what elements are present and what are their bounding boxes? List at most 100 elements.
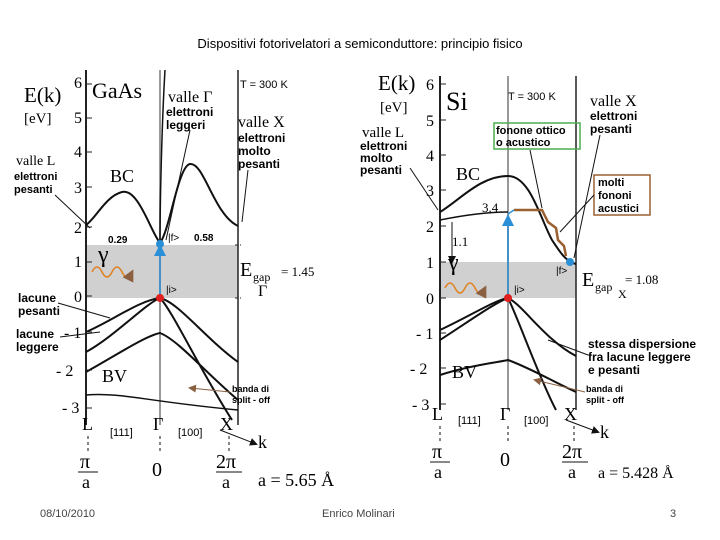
si-l-valley-line: pesanti xyxy=(360,163,402,177)
si-initial-state xyxy=(504,294,512,302)
gaas-kaxis-left: π xyxy=(80,451,90,473)
gaas-material-label: GaAs xyxy=(92,78,142,103)
gaas-kaxis-right: a xyxy=(222,472,230,492)
gaas-ytick: 4 xyxy=(74,144,82,161)
si-kaxis-zero: 0 xyxy=(500,449,510,471)
si-kaxis-left: a xyxy=(434,462,442,482)
gaas-energy-unit: [eV] xyxy=(24,111,51,127)
gaas-kaxis-zero: 0 xyxy=(152,459,162,481)
si-ytick: 0 xyxy=(426,291,434,308)
gaas-kpoint: X xyxy=(220,414,233,434)
si-ytick: - 2 xyxy=(410,361,427,378)
gaas-gap-value: = 1.45 xyxy=(281,264,314,279)
gaas-ytick: - 2 xyxy=(56,363,73,380)
si-l-valley-title: valle L xyxy=(362,125,404,141)
si-split-off: split - off xyxy=(586,395,625,405)
si-kpoint: Γ xyxy=(500,404,510,424)
gaas-kpoint: L xyxy=(82,414,93,434)
gaas-gamma-valley-title: valle Γ xyxy=(168,89,212,106)
gaas-kaxis-right: 2π xyxy=(216,451,236,473)
si-ytick: 6 xyxy=(426,77,434,94)
gaas-ytick: 5 xyxy=(74,110,82,127)
si-gap-label: E xyxy=(582,269,594,291)
si-gap-value: = 1.08 xyxy=(625,272,658,287)
si-kpoint: [100] xyxy=(524,415,548,427)
si-same-dispersion: fra lacune leggere xyxy=(588,350,691,364)
gaas-ytick: - 1 xyxy=(64,325,81,342)
si-ytick: 4 xyxy=(426,148,434,165)
gaas-l-valley-title: valle L xyxy=(16,154,55,169)
gaas-gap-band xyxy=(86,245,238,298)
gaas-x-valley-title: valle X xyxy=(238,114,285,131)
gaas-photon-label: γ xyxy=(97,242,109,268)
si-value-34: 3.4 xyxy=(482,200,499,215)
si-kaxis-right: 2π xyxy=(562,441,582,463)
gaas-x-valley-line: molto xyxy=(238,144,271,158)
si-lattice-constant: a = 5.428 Å xyxy=(598,464,674,482)
si-bv-label: BV xyxy=(452,362,477,382)
gaas-x-valley-line: elettroni xyxy=(238,131,285,145)
gaas-split-off: banda di xyxy=(232,384,269,394)
si-k-label: k xyxy=(600,422,609,442)
si-many-phonons-line: molti xyxy=(598,177,624,189)
si-kpoint: X xyxy=(564,404,577,424)
si-energy-unit: [eV] xyxy=(380,100,407,116)
gaas-gamma-valley-line: leggeri xyxy=(166,118,205,132)
si-ytick: - 1 xyxy=(416,326,433,343)
si-kpoint: [111] xyxy=(458,415,481,427)
si-initial-state-label: |i> xyxy=(514,285,525,296)
gaas-x-valley-line: pesanti xyxy=(238,157,280,171)
si-kaxis-right: a xyxy=(568,462,576,482)
gaas-k-label: k xyxy=(258,432,267,452)
gaas-split-off: split - off xyxy=(232,395,271,405)
gaas-ytick: 0 xyxy=(74,289,82,306)
si-bc-label: BC xyxy=(456,164,480,184)
gaas-energy-axis-label: E(k) xyxy=(24,83,61,107)
si-final-state-label: |f> xyxy=(556,266,567,277)
si-panel: 6 5 4 3 2 1 0 - 1 - 2 - 3 E(k) [eV] Si T… xyxy=(360,71,696,482)
si-same-dispersion: stessa dispersione xyxy=(588,337,696,351)
gaas-temperature: T = 300 K xyxy=(240,79,288,91)
slide-title: Dispositivi fotorivelatori a semicondutt… xyxy=(197,36,523,51)
gaas-gamma-valley-line: elettroni xyxy=(166,105,213,119)
si-ytick: 3 xyxy=(426,183,434,200)
gaas-final-state xyxy=(156,240,164,248)
gaas-split-off-band xyxy=(85,331,239,401)
si-phonon-box-line: o acustico xyxy=(496,137,551,149)
si-ytick: 5 xyxy=(426,113,434,130)
si-gap-point: X xyxy=(618,287,627,301)
gaas-kpoint: [111] xyxy=(110,427,133,439)
footer-page-number: 3 xyxy=(670,508,677,520)
si-x-valley-line: elettroni xyxy=(590,109,637,123)
si-gap-sub: gap xyxy=(595,280,612,294)
si-photon-wave xyxy=(444,282,487,299)
si-many-phonons-line: acustici xyxy=(598,203,639,215)
gaas-initial-state-label: |i> xyxy=(166,285,177,296)
gaas-initial-state xyxy=(156,294,164,302)
gaas-value-029: 0.29 xyxy=(108,235,128,246)
si-kpoint: L xyxy=(432,404,443,424)
si-l-valley-line: molto xyxy=(360,151,393,165)
si-ytick: - 3 xyxy=(412,397,429,414)
gaas-y-ticks xyxy=(86,83,92,409)
si-x-valley-line: pesanti xyxy=(590,122,632,136)
gaas-ytick: 2 xyxy=(74,220,82,237)
gaas-heavy-holes: pesanti xyxy=(18,304,60,318)
gaas-ytick: - 3 xyxy=(62,400,79,417)
si-many-phonons-line: fononi xyxy=(598,190,632,202)
footer-author: Enrico Molinari xyxy=(322,508,395,520)
si-light-hole-band xyxy=(439,296,557,411)
si-temperature: T = 300 K xyxy=(508,91,556,103)
si-split-off: banda di xyxy=(586,384,623,394)
gaas-final-state-label: |f> xyxy=(168,233,179,244)
gaas-light-holes: lacune xyxy=(16,327,54,341)
footer-date: 08/10/2010 xyxy=(40,508,96,520)
si-l-valley-line: elettroni xyxy=(360,139,407,153)
si-value-11: 1.1 xyxy=(452,234,468,249)
si-material-label: Si xyxy=(446,87,468,116)
gaas-kaxis-left: a xyxy=(82,472,90,492)
gaas-light-holes: leggere xyxy=(16,340,59,354)
gaas-heavy-holes: lacune xyxy=(18,291,56,305)
si-energy-axis-label: E(k) xyxy=(378,71,415,95)
